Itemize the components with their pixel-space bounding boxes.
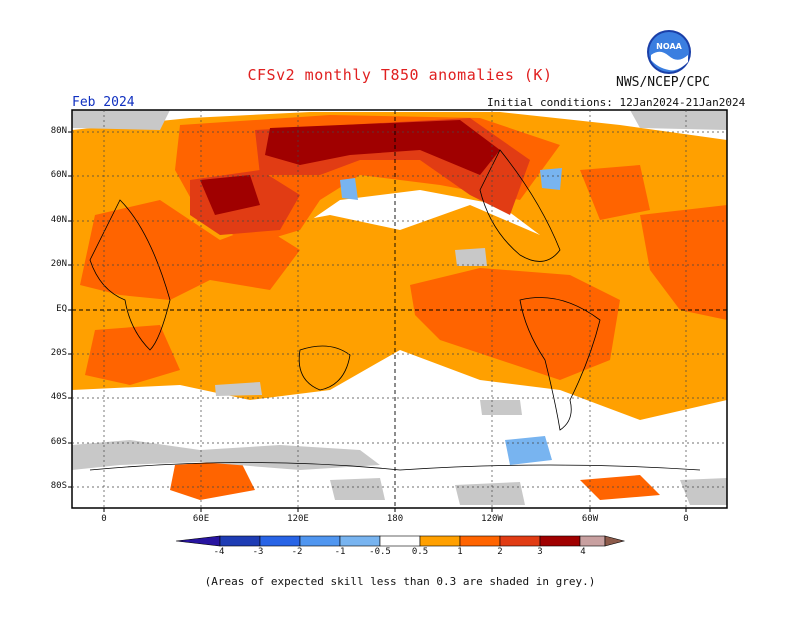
lon-label: 60W <box>581 514 599 524</box>
colorbar-swatch <box>339 535 381 547</box>
colorbar-label: -0.5 <box>369 547 391 557</box>
graticule <box>72 110 727 508</box>
colorbar-swatch <box>259 535 301 547</box>
colorbar-swatch <box>499 535 541 547</box>
colorbar-swatch <box>299 535 341 547</box>
colorbar-label: 3 <box>537 547 543 557</box>
colorbar-swatch <box>459 535 501 547</box>
lat-label: 40N <box>50 215 67 225</box>
equator-dateline <box>72 110 727 508</box>
colorbar-swatch <box>419 535 461 547</box>
lat-label: 60N <box>50 170 67 180</box>
colorbar-arrow-right <box>604 535 626 547</box>
lat-label: 20S <box>50 348 67 358</box>
anomaly-field <box>72 110 727 508</box>
lat-label: 80S <box>50 481 67 491</box>
lat-label: 60S <box>50 437 67 447</box>
colorbar-arrow-left <box>175 535 221 547</box>
map-title: CFSv2 monthly T850 anomalies (K) <box>247 66 553 84</box>
noaa-logo-text: NOAA <box>656 42 682 51</box>
initial-conditions: Initial conditions: 12Jan2024-21Jan2024 <box>487 96 746 109</box>
colorbar-label: -2 <box>291 547 303 557</box>
noaa-logo: NOAA <box>647 30 691 74</box>
lon-label: 120W <box>481 514 503 524</box>
colorbar-label: 4 <box>580 547 586 557</box>
colorbar-swatch <box>539 535 581 547</box>
lat-label: 40S <box>50 392 67 402</box>
colorbar-swatch <box>579 535 606 547</box>
colorbar-label: 2 <box>497 547 503 557</box>
lon-label: 180 <box>386 514 404 524</box>
colorbar-swatch <box>379 535 421 547</box>
lat-label: EQ <box>56 304 67 314</box>
colorbar-label: 0.5 <box>411 547 429 557</box>
lat-label: 20N <box>50 259 67 269</box>
map-frame <box>71 109 728 509</box>
lon-label: 120E <box>287 514 309 524</box>
lon-label: 0 <box>101 514 107 524</box>
agency-label: NWS/NCEP/CPC <box>616 75 710 90</box>
colorbar-label: -1 <box>334 547 346 557</box>
forecast-month: Feb 2024 <box>72 95 135 110</box>
colorbar <box>175 535 626 547</box>
skill-footnote: (Areas of expected skill less than 0.3 a… <box>204 575 596 588</box>
colorbar-label: 1 <box>457 547 463 557</box>
lon-label: 60E <box>192 514 210 524</box>
colorbar-label: -4 <box>213 547 225 557</box>
lat-label: 80N <box>50 126 67 136</box>
lon-label: 0 <box>683 514 689 524</box>
colorbar-swatch <box>219 535 261 547</box>
colorbar-label: -3 <box>252 547 264 557</box>
